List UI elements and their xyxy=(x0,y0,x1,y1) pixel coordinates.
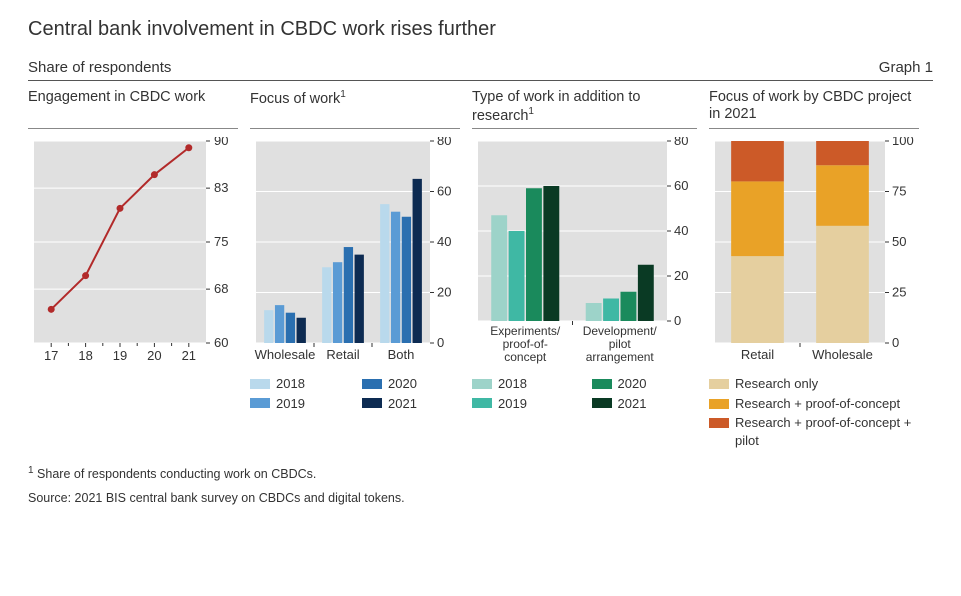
legend-label: 2020 xyxy=(388,375,417,393)
svg-text:60: 60 xyxy=(214,335,228,350)
svg-text:80: 80 xyxy=(437,137,451,148)
svg-text:50: 50 xyxy=(892,234,906,249)
svg-text:concept: concept xyxy=(504,350,547,364)
panel1-legend xyxy=(28,375,238,455)
svg-text:Experiments/: Experiments/ xyxy=(490,324,561,338)
legend-item: Research + proof-of-concept + pilot xyxy=(709,414,919,449)
panel2-chart: 0 20 40 60 80 Wholesale Retail Both xyxy=(250,137,460,367)
svg-text:80: 80 xyxy=(674,137,688,148)
svg-text:83: 83 xyxy=(214,180,228,195)
legend-swatch xyxy=(362,379,382,389)
svg-text:Wholesale: Wholesale xyxy=(255,347,316,362)
panel3-title: Type of work in addition to research1 xyxy=(472,89,697,129)
svg-text:arrangement: arrangement xyxy=(586,350,655,364)
legend-label: 2018 xyxy=(276,375,305,393)
svg-text:25: 25 xyxy=(892,285,906,300)
svg-text:0: 0 xyxy=(674,313,681,328)
legend-label: Research only xyxy=(735,375,818,393)
legend-item: 2019 xyxy=(472,395,578,413)
panel4-legend: Research only Research + proof-of-concept… xyxy=(709,375,919,455)
charts-row: 60 68 75 83 90 17 18 19 20 21 0 20 40 60 80 Wholesale R… xyxy=(28,137,933,367)
panel2-title: Focus of work1 xyxy=(250,89,460,129)
legend-item: 2018 xyxy=(472,375,578,393)
legend-swatch xyxy=(250,379,270,389)
svg-text:18: 18 xyxy=(78,348,92,363)
subtitle: Share of respondents xyxy=(28,59,171,76)
legend-item: 2021 xyxy=(362,395,460,413)
legend-item: 2020 xyxy=(592,375,698,393)
legend-swatch xyxy=(250,398,270,408)
legend-swatch xyxy=(709,379,729,389)
svg-text:40: 40 xyxy=(674,223,688,238)
panel4-chart: 0 25 50 75 100 Retail Wholesale xyxy=(709,137,919,367)
panel1-chart: 60 68 75 83 90 17 18 19 20 21 xyxy=(28,137,238,367)
panel4-title: Focus of work by CBDC project in 2021 xyxy=(709,89,919,129)
svg-text:17: 17 xyxy=(44,348,58,363)
panel3-chart: 0 20 40 60 80 Experiments/proof-of-concept Dev… xyxy=(472,137,697,367)
legend-swatch xyxy=(472,398,492,408)
svg-text:75: 75 xyxy=(214,234,228,249)
legend-label: Research + proof-of-concept + pilot xyxy=(735,414,919,449)
svg-text:68: 68 xyxy=(214,281,228,296)
svg-text:Retail: Retail xyxy=(741,347,774,362)
page-title: Central bank involvement in CBDC work ri… xyxy=(28,18,933,41)
legend-swatch xyxy=(592,379,612,389)
legend-item: 2018 xyxy=(250,375,348,393)
legend-label: 2020 xyxy=(618,375,647,393)
svg-text:40: 40 xyxy=(437,234,451,249)
source: Source: 2021 BIS central bank survey on … xyxy=(28,491,933,505)
subtitle-row: Share of respondents Graph 1 xyxy=(28,59,933,81)
panel3-legend: 2018 2020 2019 2021 xyxy=(472,375,697,455)
svg-text:20: 20 xyxy=(147,348,161,363)
legends-row: 2018 2020 2019 2021 2018 2020 2019 2021 Resear… xyxy=(28,375,933,455)
legend-item: Research + proof-of-concept xyxy=(709,395,919,413)
legend-swatch xyxy=(592,398,612,408)
panel1-title: Engagement in CBDC work xyxy=(28,89,238,129)
svg-text:0: 0 xyxy=(437,335,444,350)
legend-label: 2019 xyxy=(276,395,305,413)
legend-label: 2021 xyxy=(388,395,417,413)
svg-text:proof-of-: proof-of- xyxy=(503,337,548,351)
svg-text:60: 60 xyxy=(437,184,451,199)
svg-text:Retail: Retail xyxy=(326,347,359,362)
legend-label: 2021 xyxy=(618,395,647,413)
legend-item: Research only xyxy=(709,375,919,393)
svg-text:0: 0 xyxy=(892,335,899,350)
svg-text:20: 20 xyxy=(674,268,688,283)
svg-text:90: 90 xyxy=(214,137,228,148)
legend-swatch xyxy=(362,398,382,408)
svg-text:60: 60 xyxy=(674,178,688,193)
legend-item: 2019 xyxy=(250,395,348,413)
svg-text:19: 19 xyxy=(113,348,127,363)
panel2-legend: 2018 2020 2019 2021 xyxy=(250,375,460,455)
footnote: 1 Share of respondents conducting work o… xyxy=(28,465,933,481)
legend-swatch xyxy=(709,399,729,409)
svg-text:pilot: pilot xyxy=(609,337,632,351)
legend-label: Research + proof-of-concept xyxy=(735,395,900,413)
svg-text:75: 75 xyxy=(892,184,906,199)
graph-number: Graph 1 xyxy=(879,59,933,76)
svg-text:100: 100 xyxy=(892,137,914,148)
panel-titles-row: Engagement in CBDC work Focus of work1 T… xyxy=(28,89,933,129)
svg-text:Wholesale: Wholesale xyxy=(812,347,873,362)
legend-swatch xyxy=(709,418,729,428)
legend-item: 2020 xyxy=(362,375,460,393)
legend-label: 2019 xyxy=(498,395,527,413)
svg-text:21: 21 xyxy=(182,348,196,363)
svg-text:20: 20 xyxy=(437,285,451,300)
legend-swatch xyxy=(472,379,492,389)
legend-item: 2021 xyxy=(592,395,698,413)
svg-text:Development/: Development/ xyxy=(583,324,658,338)
svg-text:Both: Both xyxy=(388,347,415,362)
legend-label: 2018 xyxy=(498,375,527,393)
